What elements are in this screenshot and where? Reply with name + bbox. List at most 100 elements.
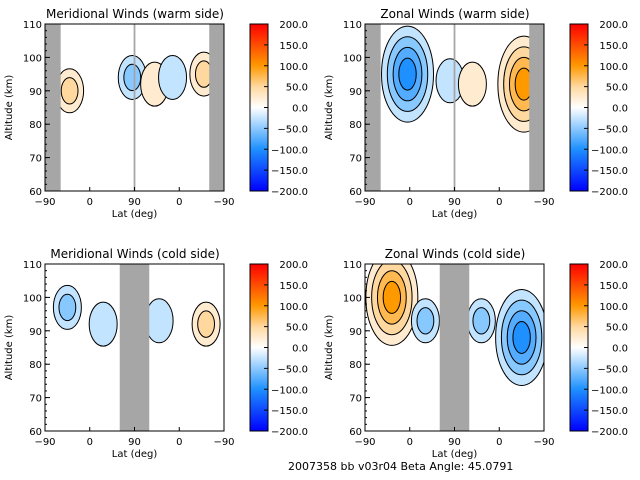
y-tick-label: 70 [29,154,42,165]
chart-title: Meridional Winds (cold side) [50,247,219,261]
colorbar-tick-label: −100.0 [271,145,308,156]
contour-region [144,298,174,344]
masked-band [119,264,150,431]
x-tick-label: −90 [213,197,234,208]
x-tick-label: 0 [176,437,182,448]
x-tick-label: 0 [407,197,413,208]
colorbar-tick-label: −150.0 [591,166,628,177]
chart-title: Meridional Winds (warm side) [46,7,224,21]
y-tick-label: 100 [343,293,362,304]
panel-4: 60 70 80 90 100 110 −90 0 90 0 −90 Zonal Winds (col… [324,247,628,460]
x-tick-label: 90 [448,437,461,448]
x-tick-label: 0 [87,197,93,208]
panel-2: 60 70 80 90 100 110 −90 0 90 0 −90 Zonal Winds (war… [324,7,628,220]
chart-title: Zonal Winds (warm side) [380,7,529,21]
colorbar-tick-label: 150.0 [599,41,628,52]
colorbar-tick-label: 200.0 [599,20,628,31]
y-tick-label: 100 [23,53,42,64]
colorbar-tick-label: 0.0 [292,104,308,115]
masked-band [365,24,381,191]
contour-region [58,293,77,322]
colorbar-tick-label: 150.0 [599,281,628,292]
colorbar-tick-label: 200.0 [279,20,308,31]
masked-band [439,264,470,431]
y-tick-label: 80 [29,360,42,371]
colorbar-tick-label: −150.0 [271,406,308,417]
colorbar-tick-label: −50.0 [277,364,308,375]
y-tick-label: 70 [29,394,42,405]
x-tick-label: −90 [354,437,375,448]
x-tick-label: −90 [354,197,375,208]
y-tick-label: 110 [343,20,362,31]
contour-region [382,280,402,314]
colorbar-tick-label: 150.0 [279,281,308,292]
contour-region [512,320,531,354]
contour-region [472,307,491,335]
contour-region [457,61,487,107]
footer-text: 2007358 bb v03r04 Beta Angle: 45.0791 [288,460,513,473]
colorbar-tick-label: −200.0 [591,187,628,198]
colorbar-tick-label: −50.0 [597,124,628,135]
colorbar-tick-label: 150.0 [279,41,308,52]
x-tick-label: 90 [128,437,141,448]
colorbar-tick-label: 100.0 [599,302,628,313]
colorbar-tick-label: 0.0 [612,344,628,355]
x-axis-label: Lat (deg) [432,449,478,460]
y-axis-label: Altitude (km) [4,75,15,141]
y-tick-label: 70 [349,394,362,405]
colorbar-tick-label: −100.0 [591,385,628,396]
y-tick-label: 110 [23,260,42,271]
colorbar-tick-label: −150.0 [271,166,308,177]
y-tick-label: 60 [349,427,362,438]
y-tick-label: 60 [349,187,362,198]
x-tick-label: 0 [87,437,93,448]
x-axis-label: Lat (deg) [112,209,158,220]
colorbar-tick-label: 50.0 [606,323,628,334]
masked-band [45,24,61,191]
masked-band [453,24,456,191]
y-tick-label: 90 [29,87,42,98]
x-tick-label: −90 [34,197,55,208]
colorbar-tick-label: −50.0 [277,124,308,135]
colorbar-tick-label: −200.0 [271,187,308,198]
contour-region [197,310,216,338]
x-tick-label: −90 [213,437,234,448]
colorbar-tick-label: 50.0 [286,83,308,94]
contour-region [398,57,417,91]
x-tick-label: 0 [496,437,502,448]
x-tick-label: −90 [533,437,554,448]
colorbar-tick-label: 100.0 [599,62,628,73]
y-tick-label: 110 [23,20,42,31]
contour-region [60,77,79,105]
x-axis-label: Lat (deg) [432,209,478,220]
x-tick-label: 90 [448,197,461,208]
x-tick-label: 90 [128,197,141,208]
y-tick-label: 80 [349,120,362,131]
colorbar-tick-label: −100.0 [271,385,308,396]
colorbar-tick-label: 200.0 [599,260,628,271]
y-tick-label: 100 [343,53,362,64]
x-tick-label: −90 [34,437,55,448]
y-axis-label: Altitude (km) [324,315,335,381]
panel-1: 60 70 80 90 100 110 −90 0 90 0 −90 Meridional Winds… [4,7,308,220]
y-axis-label: Altitude (km) [4,315,15,381]
colorbar-tick-label: 100.0 [279,62,308,73]
colorbar-tick-label: −100.0 [591,145,628,156]
x-tick-label: 0 [176,197,182,208]
contour-region [123,63,142,92]
masked-band [209,24,224,191]
colorbar-tick-label: 200.0 [279,260,308,271]
masked-band [529,24,544,191]
x-tick-label: 0 [407,437,413,448]
colorbar-tick-label: −200.0 [591,427,628,438]
panel-3: 60 70 80 90 100 110 −90 0 90 0 −90 Meridional Winds… [4,247,308,460]
colorbar-tick-label: −150.0 [591,406,628,417]
y-tick-label: 100 [23,293,42,304]
x-tick-label: −90 [533,197,554,208]
y-tick-label: 70 [349,154,362,165]
x-tick-label: 0 [496,197,502,208]
colorbar-tick-label: −200.0 [271,427,308,438]
colorbar-tick-label: −50.0 [597,364,628,375]
y-tick-label: 90 [349,327,362,338]
